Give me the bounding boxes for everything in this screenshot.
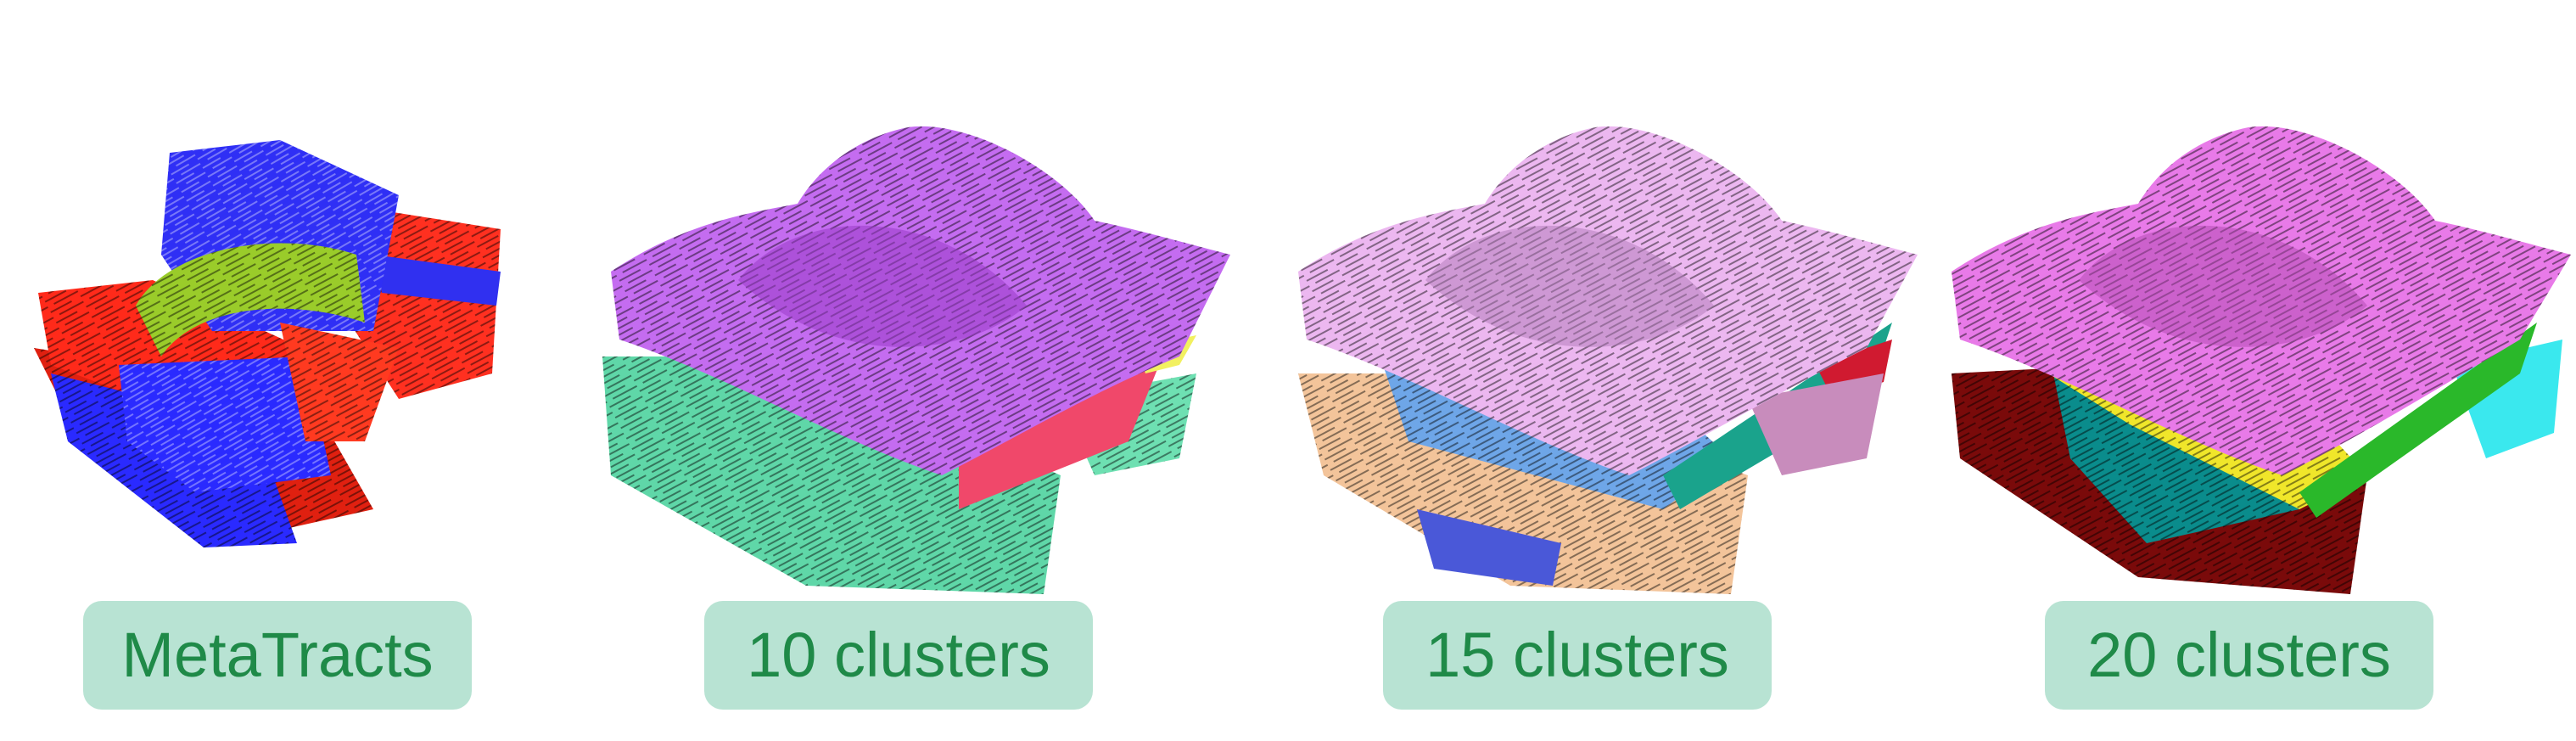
- panel-10-clusters: 10 clusters: [585, 0, 1264, 710]
- label-20-clusters: 20 clusters: [2045, 601, 2433, 710]
- pink-arch-shadow: [1425, 225, 1714, 347]
- panel-15-clusters: 15 clusters: [1273, 0, 1952, 710]
- pink-edge: [959, 356, 1162, 509]
- purple-arch-shadow: [738, 225, 1027, 347]
- clusters-20-render: [1952, 126, 2571, 594]
- panel-metatracts: MetaTracts: [0, 0, 543, 710]
- label-15-clusters: 15 clusters: [1383, 601, 1772, 710]
- mauve-side: [1748, 373, 1884, 475]
- blue-layer-bottom: [1417, 509, 1561, 586]
- label-metatracts: MetaTracts: [83, 601, 472, 710]
- magenta-arch-shadow: [2079, 225, 2367, 347]
- panel-20-clusters: 20 clusters: [1943, 0, 2576, 710]
- metatracts-render: [34, 140, 501, 547]
- blue-strip-right: [373, 255, 501, 306]
- green-edge: [2299, 323, 2537, 518]
- clusters-10-render: [602, 126, 1230, 594]
- clusters-15-render: [1298, 126, 1918, 594]
- label-10-clusters: 10 clusters: [704, 601, 1093, 710]
